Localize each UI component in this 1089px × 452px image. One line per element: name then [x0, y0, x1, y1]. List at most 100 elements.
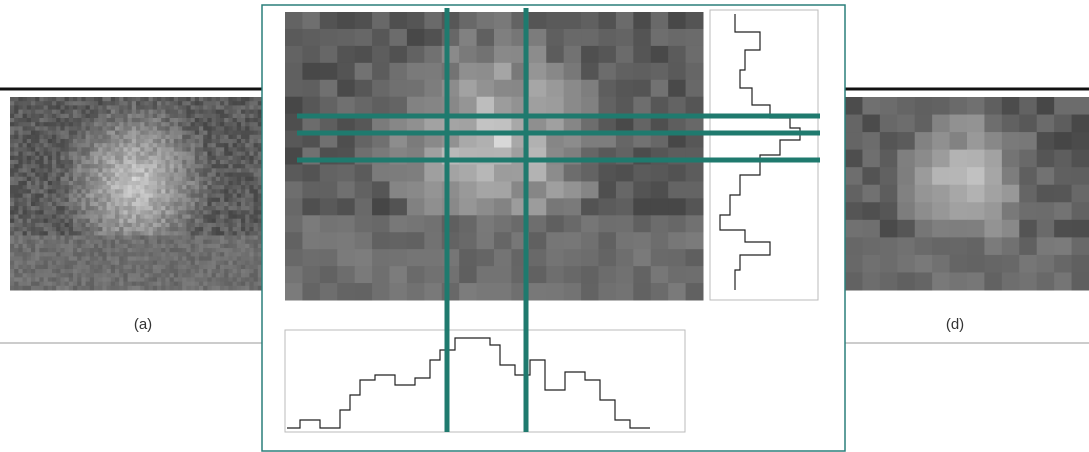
pixel [102, 273, 107, 278]
pixel [186, 168, 191, 173]
pixel [191, 219, 196, 224]
pixel [249, 231, 254, 236]
pixel [157, 240, 162, 245]
pixel [424, 283, 442, 300]
pixel [355, 46, 373, 63]
pixel [144, 202, 149, 207]
pixel [65, 282, 70, 287]
pixel [186, 269, 191, 274]
pixel [31, 139, 36, 144]
pixel [249, 185, 254, 190]
pixel [186, 219, 191, 224]
pixel [203, 223, 208, 228]
pixel [69, 126, 74, 131]
pixel [23, 227, 28, 232]
pixel [153, 147, 158, 152]
pixel [39, 198, 44, 203]
pixel [90, 177, 95, 182]
pixel [915, 115, 933, 133]
pixel [111, 194, 116, 199]
pixel [31, 286, 36, 291]
pixel [161, 101, 166, 106]
pixel [254, 240, 259, 245]
pixel [73, 101, 78, 106]
pixel [233, 110, 238, 115]
pixel [178, 240, 183, 245]
pixel [191, 185, 196, 190]
pixel [178, 97, 183, 102]
pixel [170, 139, 175, 144]
pixel [157, 105, 162, 110]
pixel [174, 273, 179, 278]
pixel [320, 29, 338, 46]
pixel [119, 114, 124, 119]
pixel [186, 139, 191, 144]
pixel [69, 143, 74, 148]
pixel [254, 135, 259, 140]
pixel [967, 167, 985, 185]
pixel [144, 227, 149, 232]
pixel [1054, 167, 1072, 185]
pixel [149, 210, 154, 215]
pixel [86, 256, 91, 261]
pixel [52, 265, 57, 270]
pixel [390, 80, 408, 97]
pixel [459, 164, 477, 181]
pixel [407, 232, 425, 249]
pixel [111, 282, 116, 287]
pixel [73, 164, 78, 169]
pixel [102, 135, 107, 140]
pixel [115, 273, 120, 278]
pixel [107, 240, 112, 245]
pixel [195, 273, 200, 278]
pixel [157, 227, 162, 232]
pixel [245, 131, 250, 136]
pixel [668, 63, 686, 80]
pixel [174, 173, 179, 178]
pixel [186, 202, 191, 207]
pixel [529, 12, 547, 29]
pixel [128, 164, 133, 169]
pixel [60, 269, 65, 274]
pixel [216, 286, 221, 291]
pixel [161, 139, 166, 144]
pixel [107, 110, 112, 115]
pixel [212, 214, 217, 219]
pixel [174, 160, 179, 165]
pixel [39, 131, 44, 136]
pixel [228, 206, 233, 211]
pixel [237, 223, 242, 228]
pixel [233, 269, 238, 274]
horizontal-profile-box [285, 330, 685, 432]
pixel [241, 143, 246, 148]
pixel [182, 177, 187, 182]
pixel [140, 101, 145, 106]
pixel [254, 244, 259, 249]
pixel [35, 244, 40, 249]
pixel [845, 237, 863, 255]
pixel [81, 181, 86, 186]
pixel [233, 223, 238, 228]
pixel [31, 152, 36, 157]
pixel [136, 173, 141, 178]
pixel [65, 219, 70, 224]
pixel [216, 223, 221, 228]
pixel [56, 248, 61, 253]
pixel [191, 101, 196, 106]
pixel [1019, 220, 1037, 238]
pixel [94, 248, 99, 253]
pixel [31, 252, 36, 257]
pixel [157, 110, 162, 115]
pixel [212, 118, 217, 123]
pixel [237, 135, 242, 140]
pixel [14, 168, 19, 173]
pixel [862, 97, 880, 115]
pixel [153, 181, 158, 186]
pixel [1072, 255, 1089, 273]
pixel [10, 114, 15, 119]
pixel [119, 147, 124, 152]
pixel [90, 110, 95, 115]
pixel [69, 244, 74, 249]
pixel [60, 126, 65, 131]
pixel [174, 143, 179, 148]
